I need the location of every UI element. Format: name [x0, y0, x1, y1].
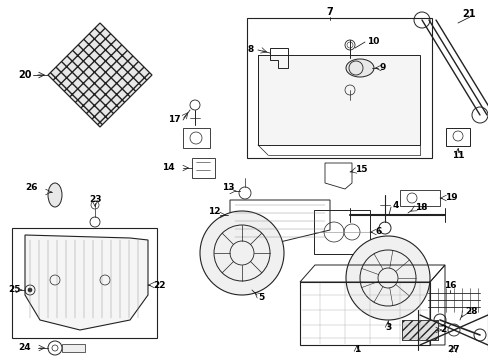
Text: 4: 4: [392, 201, 399, 210]
Bar: [246, 18, 431, 158]
Text: 28: 28: [464, 307, 476, 316]
Polygon shape: [401, 320, 437, 340]
Text: 15: 15: [354, 166, 367, 175]
Ellipse shape: [48, 183, 62, 207]
Polygon shape: [25, 235, 148, 330]
Text: 7: 7: [326, 7, 333, 17]
Polygon shape: [48, 23, 152, 127]
Text: 11: 11: [451, 150, 463, 159]
Text: 2: 2: [439, 325, 446, 334]
Text: 23: 23: [88, 195, 101, 204]
Polygon shape: [62, 344, 85, 352]
Text: 20: 20: [18, 70, 31, 80]
Ellipse shape: [346, 59, 373, 77]
Text: 24: 24: [18, 343, 31, 352]
Text: 22: 22: [153, 280, 165, 289]
Text: 27: 27: [447, 346, 459, 355]
Text: 3: 3: [384, 324, 390, 333]
Bar: [12, 228, 157, 338]
Text: 6: 6: [374, 228, 381, 237]
Circle shape: [200, 211, 284, 295]
Text: 26: 26: [25, 184, 38, 193]
Text: 9: 9: [379, 63, 386, 72]
Text: 16: 16: [443, 280, 455, 289]
Text: 17: 17: [168, 116, 180, 125]
Text: 19: 19: [444, 194, 457, 202]
Text: 14: 14: [162, 163, 174, 172]
Polygon shape: [401, 320, 437, 340]
Text: 5: 5: [258, 293, 264, 302]
Text: 13: 13: [222, 184, 234, 193]
Polygon shape: [258, 55, 419, 145]
Text: 1: 1: [353, 346, 359, 355]
Circle shape: [346, 236, 429, 320]
Text: 12: 12: [207, 207, 220, 216]
Text: 10: 10: [366, 37, 379, 46]
Text: 25: 25: [8, 285, 20, 294]
Text: 21: 21: [461, 9, 474, 19]
Text: 18: 18: [414, 203, 427, 212]
Text: 8: 8: [247, 45, 254, 54]
Circle shape: [28, 288, 32, 292]
